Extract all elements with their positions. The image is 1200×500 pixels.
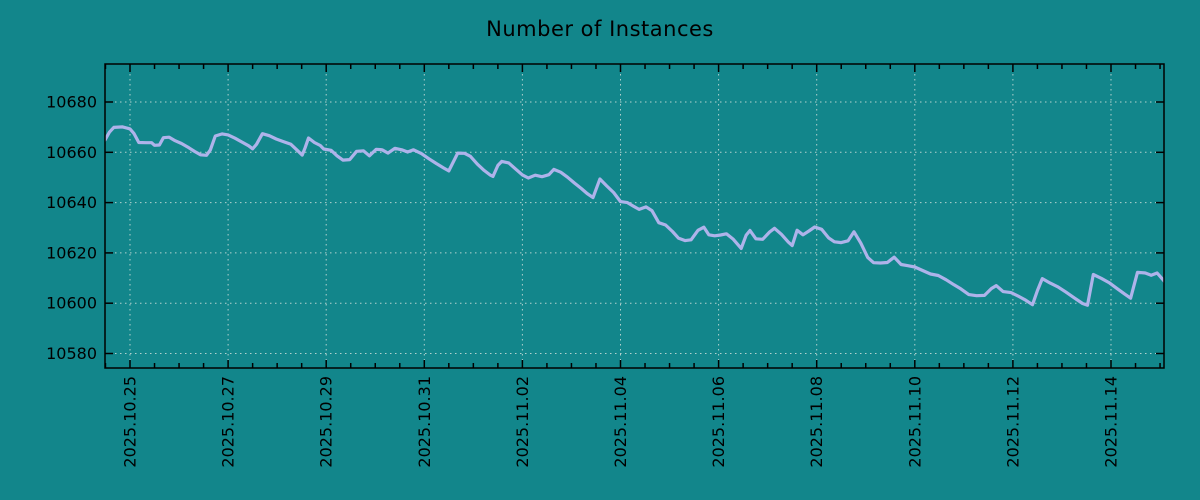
x-tick-label: 2025.10.25 (121, 376, 140, 468)
y-tick-label: 10640 (46, 193, 97, 212)
data-series-line (105, 125, 1164, 307)
x-tick-label: 2025.11.04 (611, 376, 630, 468)
y-tick-label: 10620 (46, 243, 97, 262)
gridlines (105, 64, 1164, 368)
y-tick-label: 10660 (46, 143, 97, 162)
x-tick-label: 2025.10.29 (317, 376, 336, 468)
y-tick-label: 10680 (46, 93, 97, 112)
x-tick-label: 2025.10.31 (415, 376, 434, 468)
x-tick-label: 2025.11.14 (1102, 376, 1121, 468)
y-axis-labels: 10580 10600 10620 10640 10660 10680 (46, 93, 97, 364)
x-tick-label: 2025.11.12 (1003, 376, 1022, 468)
x-axis-labels: 2025.10.25 2025.10.27 2025.10.29 2025.10.31… (121, 376, 1121, 468)
x-tick-label: 2025.11.08 (807, 376, 826, 468)
y-tick-label: 10600 (46, 294, 97, 313)
y-tick-label: 10580 (46, 344, 97, 363)
chart-title: Number of Instances (486, 17, 714, 41)
x-tick-label: 2025.11.02 (513, 376, 532, 468)
x-tick-label: 2025.10.27 (219, 376, 238, 468)
x-tick-label: 2025.11.06 (709, 376, 728, 468)
axes (104, 63, 1165, 369)
x-tick-label: 2025.11.10 (905, 376, 924, 468)
